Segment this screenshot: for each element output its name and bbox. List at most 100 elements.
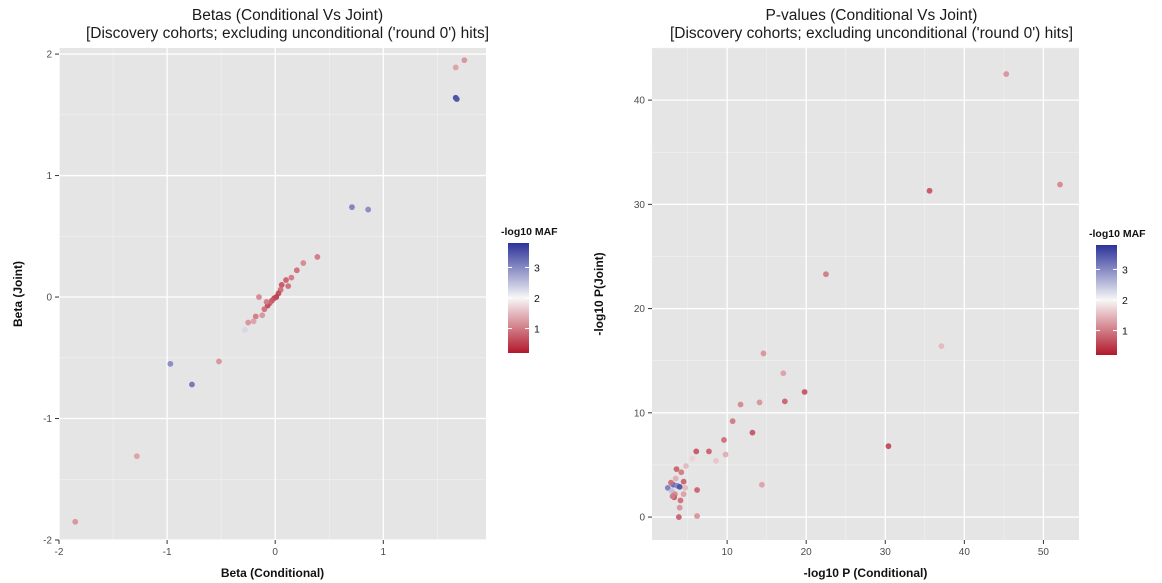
data-point <box>283 277 289 283</box>
data-point <box>133 453 140 460</box>
data-point <box>263 298 270 305</box>
data-point <box>252 313 259 320</box>
data-point <box>365 206 372 213</box>
data-point <box>885 443 892 450</box>
data-point <box>167 360 174 367</box>
y-tick-label: -1 <box>43 414 52 425</box>
data-point <box>706 448 712 455</box>
data-point <box>668 479 674 486</box>
data-point <box>245 319 252 326</box>
x-tick-label: -1 <box>163 547 172 558</box>
beta-scatter-plot: -2 -1 0 1 -2 -1 0 1 2 Beta (Conditional) Beta (Joi… <box>11 48 558 580</box>
data-point <box>278 281 285 288</box>
x-tick-label: 50 <box>1038 547 1050 558</box>
y-axis-label: Beta (Joint) <box>11 261 25 327</box>
x-tick-label: 20 <box>801 547 813 558</box>
x-tick-label: 10 <box>722 547 734 558</box>
y-tick-label: 1 <box>46 171 52 182</box>
data-point <box>693 448 700 455</box>
data-point <box>261 306 268 313</box>
pvalue-scatter-plot: 10 20 30 40 50 0 10 20 30 40 -log10 P (Conditional… <box>592 47 1146 580</box>
data-point <box>756 399 763 406</box>
beta-chart-title: Betas (Conditional Vs Joint) <box>191 7 384 24</box>
data-point <box>293 267 300 274</box>
legend-tick-label: 1 <box>1122 326 1128 338</box>
data-point <box>256 294 262 300</box>
y-tick-label: 2 <box>46 50 52 61</box>
data-point <box>926 187 933 194</box>
data-point <box>780 370 787 377</box>
x-tick-label: 0 <box>272 547 278 558</box>
data-point <box>781 398 788 405</box>
y-tick-label: 10 <box>634 408 646 419</box>
data-point <box>760 350 767 357</box>
data-point <box>759 481 765 488</box>
data-point <box>1057 181 1063 188</box>
data-point <box>189 381 195 388</box>
data-point <box>314 254 321 260</box>
y-tick-label: 40 <box>634 96 646 107</box>
y-tick-label: 20 <box>634 304 646 315</box>
data-point <box>453 96 460 102</box>
data-point <box>216 358 222 365</box>
data-point <box>680 478 687 485</box>
data-point <box>1003 71 1010 77</box>
data-point <box>672 475 679 482</box>
legend-title: -log10 MAF <box>501 226 558 238</box>
data-point <box>722 451 729 458</box>
legend-tick-label: 1 <box>534 324 540 336</box>
data-point <box>349 204 355 211</box>
x-tick-label: 40 <box>959 547 971 558</box>
pvalue-chart-subtitle: [Discovery cohorts; excluding unconditio… <box>669 25 1074 42</box>
data-point <box>694 513 700 519</box>
data-point <box>938 343 945 350</box>
data-point <box>680 491 687 498</box>
pvalue-chart-panel: P-values (Conditional Vs Joint) [Discove… <box>581 0 1162 583</box>
data-point <box>288 274 295 281</box>
data-point <box>737 401 744 408</box>
data-point <box>721 437 727 443</box>
x-tick-label: 1 <box>381 547 387 558</box>
y-tick-label: 30 <box>634 200 646 211</box>
data-point <box>694 487 700 493</box>
gridlines <box>58 48 486 541</box>
legend-title: -log10 MAF <box>1089 228 1146 240</box>
plot-background <box>59 48 486 540</box>
data-point <box>677 497 684 504</box>
gridlines <box>652 47 1079 540</box>
data-point <box>72 518 79 525</box>
x-axis-label: Beta (Conditional) <box>221 566 324 580</box>
beta-chart-subtitle: [Discovery cohorts; excluding unconditio… <box>85 25 490 42</box>
data-point <box>676 483 683 490</box>
legend-tick-label: 3 <box>534 262 540 274</box>
data-point <box>669 493 676 500</box>
legend-tick-label: 3 <box>1122 264 1128 276</box>
data-point <box>689 455 696 462</box>
data-point <box>823 271 829 278</box>
data-point <box>285 283 292 290</box>
data-points <box>664 71 1063 520</box>
data-point <box>682 484 689 491</box>
legend-colorbar <box>1096 245 1117 355</box>
data-point <box>729 418 736 425</box>
legend-tick-label: 2 <box>534 293 540 305</box>
data-point <box>300 260 307 266</box>
x-tick-label: -2 <box>55 547 64 558</box>
data-point <box>713 457 719 464</box>
plot-background <box>652 48 1079 540</box>
data-point <box>676 504 683 511</box>
beta-chart-panel: Betas (Conditional Vs Joint) [Discovery … <box>0 0 575 583</box>
data-point <box>673 466 680 473</box>
data-point <box>678 469 685 476</box>
data-point <box>749 429 756 436</box>
y-tick-label: -2 <box>43 536 52 547</box>
data-point <box>250 318 257 325</box>
data-point <box>801 389 808 395</box>
y-tick-label: 0 <box>46 293 52 304</box>
data-points <box>72 57 468 525</box>
data-point <box>452 64 459 71</box>
x-axis-label: -log10 P (Conditional) <box>804 566 928 580</box>
data-point <box>664 484 671 491</box>
pvalue-chart-title: P-values (Conditional Vs Joint) <box>765 7 978 24</box>
y-axis-label: -log10 P(Joint) <box>592 252 606 335</box>
